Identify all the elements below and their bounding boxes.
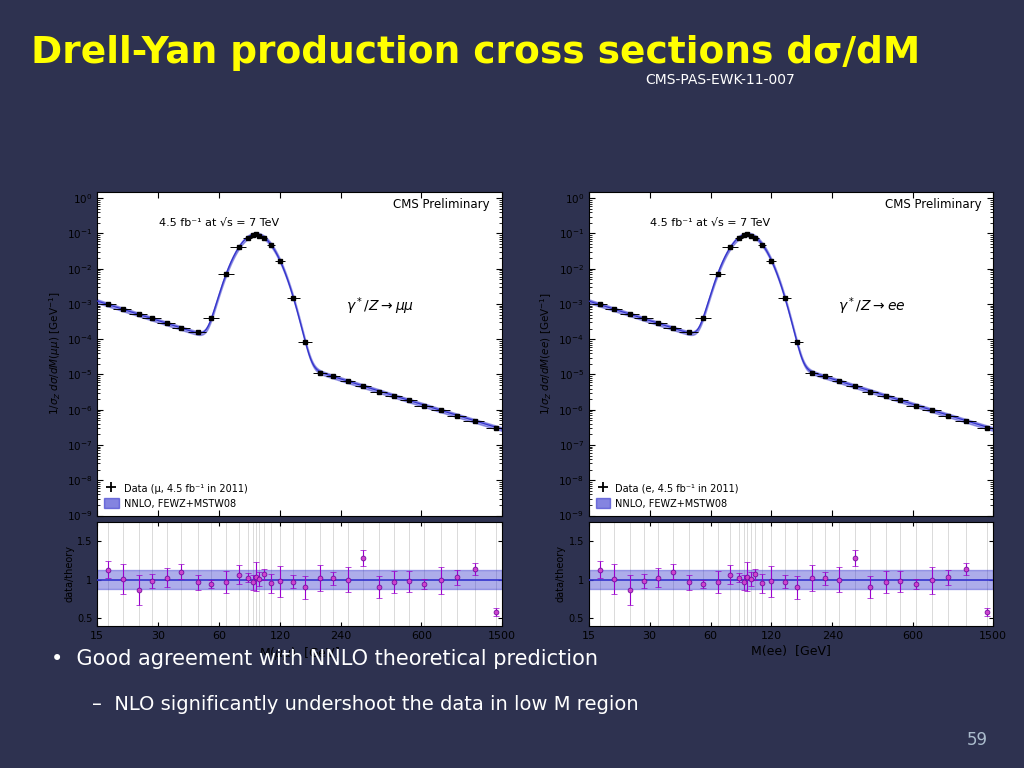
Text: CMS Preliminary: CMS Preliminary xyxy=(885,198,981,211)
Text: Drell-Yan production cross sections dσ/dM: Drell-Yan production cross sections dσ/d… xyxy=(31,35,920,71)
Y-axis label: $1/\sigma_Z\;d\sigma/dM(\mu\mu)$ [GeV$^{-1}$]: $1/\sigma_Z\;d\sigma/dM(\mu\mu)$ [GeV$^{… xyxy=(47,292,62,415)
Text: 4.5 fb⁻¹ at √s = 7 TeV: 4.5 fb⁻¹ at √s = 7 TeV xyxy=(159,218,279,228)
Y-axis label: $1/\sigma_Z\;d\sigma/dM(ee)$ [GeV$^{-1}$]: $1/\sigma_Z\;d\sigma/dM(ee)$ [GeV$^{-1}$… xyxy=(539,293,554,415)
Legend: Data (μ, 4.5 fb⁻¹ in 2011), NNLO, FEWZ+MSTW08: Data (μ, 4.5 fb⁻¹ in 2011), NNLO, FEWZ+M… xyxy=(102,482,249,511)
Text: $\gamma^*/Z \rightarrow \mu\mu$: $\gamma^*/Z \rightarrow \mu\mu$ xyxy=(346,296,415,317)
Y-axis label: data/theory: data/theory xyxy=(556,545,566,602)
Y-axis label: data/theory: data/theory xyxy=(65,545,75,602)
Legend: Data (e, 4.5 fb⁻¹ in 2011), NNLO, FEWZ+MSTW08: Data (e, 4.5 fb⁻¹ in 2011), NNLO, FEWZ+M… xyxy=(594,482,740,511)
Text: •  Good agreement with NNLO theoretical prediction: • Good agreement with NNLO theoretical p… xyxy=(51,649,598,669)
Text: $\gamma^*/Z \rightarrow ee$: $\gamma^*/Z \rightarrow ee$ xyxy=(839,296,905,317)
X-axis label: M($\mu\mu$)  [GeV]: M($\mu\mu$) [GeV] xyxy=(259,645,340,662)
Text: –  NLO significantly undershoot the data in low M region: – NLO significantly undershoot the data … xyxy=(92,695,639,714)
Text: 59: 59 xyxy=(967,731,988,749)
Text: 4.5 fb⁻¹ at √s = 7 TeV: 4.5 fb⁻¹ at √s = 7 TeV xyxy=(650,218,770,228)
Text: CMS-PAS-EWK-11-007: CMS-PAS-EWK-11-007 xyxy=(645,73,795,87)
Text: CMS Preliminary: CMS Preliminary xyxy=(393,198,489,211)
X-axis label: M(ee)  [GeV]: M(ee) [GeV] xyxy=(751,645,831,658)
